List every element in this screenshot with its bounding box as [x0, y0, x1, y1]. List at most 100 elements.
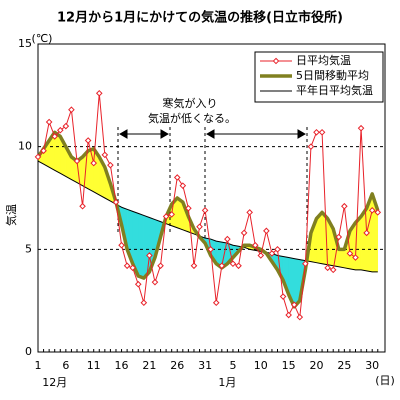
data-point [201, 207, 209, 214]
data-point [302, 260, 309, 268]
y-label: 気温 [4, 204, 18, 226]
series-line [37, 160, 378, 273]
x-tick-label: 5 [229, 359, 236, 372]
data-point [224, 235, 231, 243]
fill-area [338, 249, 345, 269]
x-group-label: 1月 [218, 376, 236, 389]
data-point [140, 299, 148, 307]
x-tick-label: 6 [62, 359, 69, 372]
x-tick-label: 31 [198, 359, 212, 372]
data-point [79, 202, 86, 210]
y-tick-label: 10 [18, 140, 32, 153]
data-point [101, 151, 109, 159]
data-point [307, 143, 315, 150]
annotation: 気温が低くなる。 [148, 111, 236, 125]
data-point [251, 241, 259, 249]
data-point [218, 262, 226, 270]
fill-area [143, 215, 150, 279]
data-point [162, 213, 170, 220]
data-point [73, 157, 81, 165]
annotation: 寒気が入り [163, 96, 218, 110]
data-point [235, 262, 242, 270]
x-tick-label: 16 [115, 359, 129, 372]
data-point [212, 299, 220, 307]
data-point [34, 153, 42, 161]
data-point [129, 264, 136, 272]
legend-marker [272, 57, 280, 65]
data-point [84, 137, 92, 144]
x-tick-label: 15 [282, 359, 296, 372]
legend-label: 平年日平均気温 [296, 83, 373, 97]
data-point [296, 313, 304, 321]
data-point [196, 223, 203, 231]
data-point [246, 209, 253, 216]
data-point [185, 204, 192, 212]
data-point [285, 311, 292, 319]
legend-label: 日平均気温 [296, 53, 351, 67]
data-point [90, 159, 98, 167]
data-point [62, 122, 70, 130]
data-point [118, 241, 125, 249]
data-point [329, 266, 337, 274]
data-point [352, 254, 359, 261]
data-point [95, 89, 103, 97]
x-tick-label: 30 [365, 359, 379, 372]
x-tick-label: 26 [170, 359, 184, 372]
data-point [368, 207, 376, 214]
fill-area [138, 213, 145, 279]
data-point [123, 262, 131, 270]
arrow-head [205, 129, 307, 139]
data-point [346, 250, 354, 257]
x-tick-label: 11 [87, 359, 101, 372]
data-point [151, 278, 159, 286]
data-point [207, 246, 214, 253]
data-point [357, 124, 365, 132]
data-point [263, 227, 270, 235]
data-point [168, 211, 175, 218]
chart-title: 12月から1月にかけての気温の推移(日立市役所) [57, 10, 343, 26]
data-point [268, 250, 276, 257]
data-point [335, 233, 343, 241]
y-tick-label: 15 [18, 37, 32, 50]
data-point [279, 293, 287, 300]
data-point [274, 246, 281, 253]
data-point [134, 280, 142, 288]
x-tick-label: 10 [254, 359, 268, 372]
data-point [51, 133, 59, 140]
y-tick-label: 0 [25, 345, 32, 358]
data-point [173, 174, 181, 181]
fill-area [87, 148, 94, 193]
data-point [257, 252, 265, 259]
data-point [290, 301, 298, 309]
data-point [229, 260, 237, 268]
y-unit: (℃) [32, 32, 53, 45]
data-point [45, 118, 53, 126]
data-point [240, 229, 248, 237]
legend-label: 5日間移動平均 [296, 68, 369, 82]
arrow-head [118, 129, 170, 139]
x-tick-label: 25 [337, 359, 351, 372]
x-tick-label: 21 [142, 359, 156, 372]
data-point [318, 128, 326, 136]
data-point [157, 262, 164, 270]
x-tick-label: 20 [310, 359, 324, 372]
data-point [341, 202, 348, 210]
data-point [179, 182, 187, 189]
x-tick-label: 1 [35, 359, 42, 372]
data-point [190, 262, 198, 270]
data-point [374, 209, 382, 216]
x-unit: (日) [375, 374, 395, 387]
data-point [313, 128, 320, 136]
data-point [146, 252, 153, 259]
data-point [324, 264, 331, 272]
data-point [68, 106, 75, 114]
data-point [363, 229, 370, 237]
data-point [107, 161, 114, 169]
x-group-label: 12月 [42, 376, 67, 389]
data-point [40, 147, 47, 155]
data-point [56, 126, 64, 134]
plot-border [37, 43, 386, 353]
y-tick-label: 5 [25, 242, 32, 255]
data-point [112, 198, 120, 206]
